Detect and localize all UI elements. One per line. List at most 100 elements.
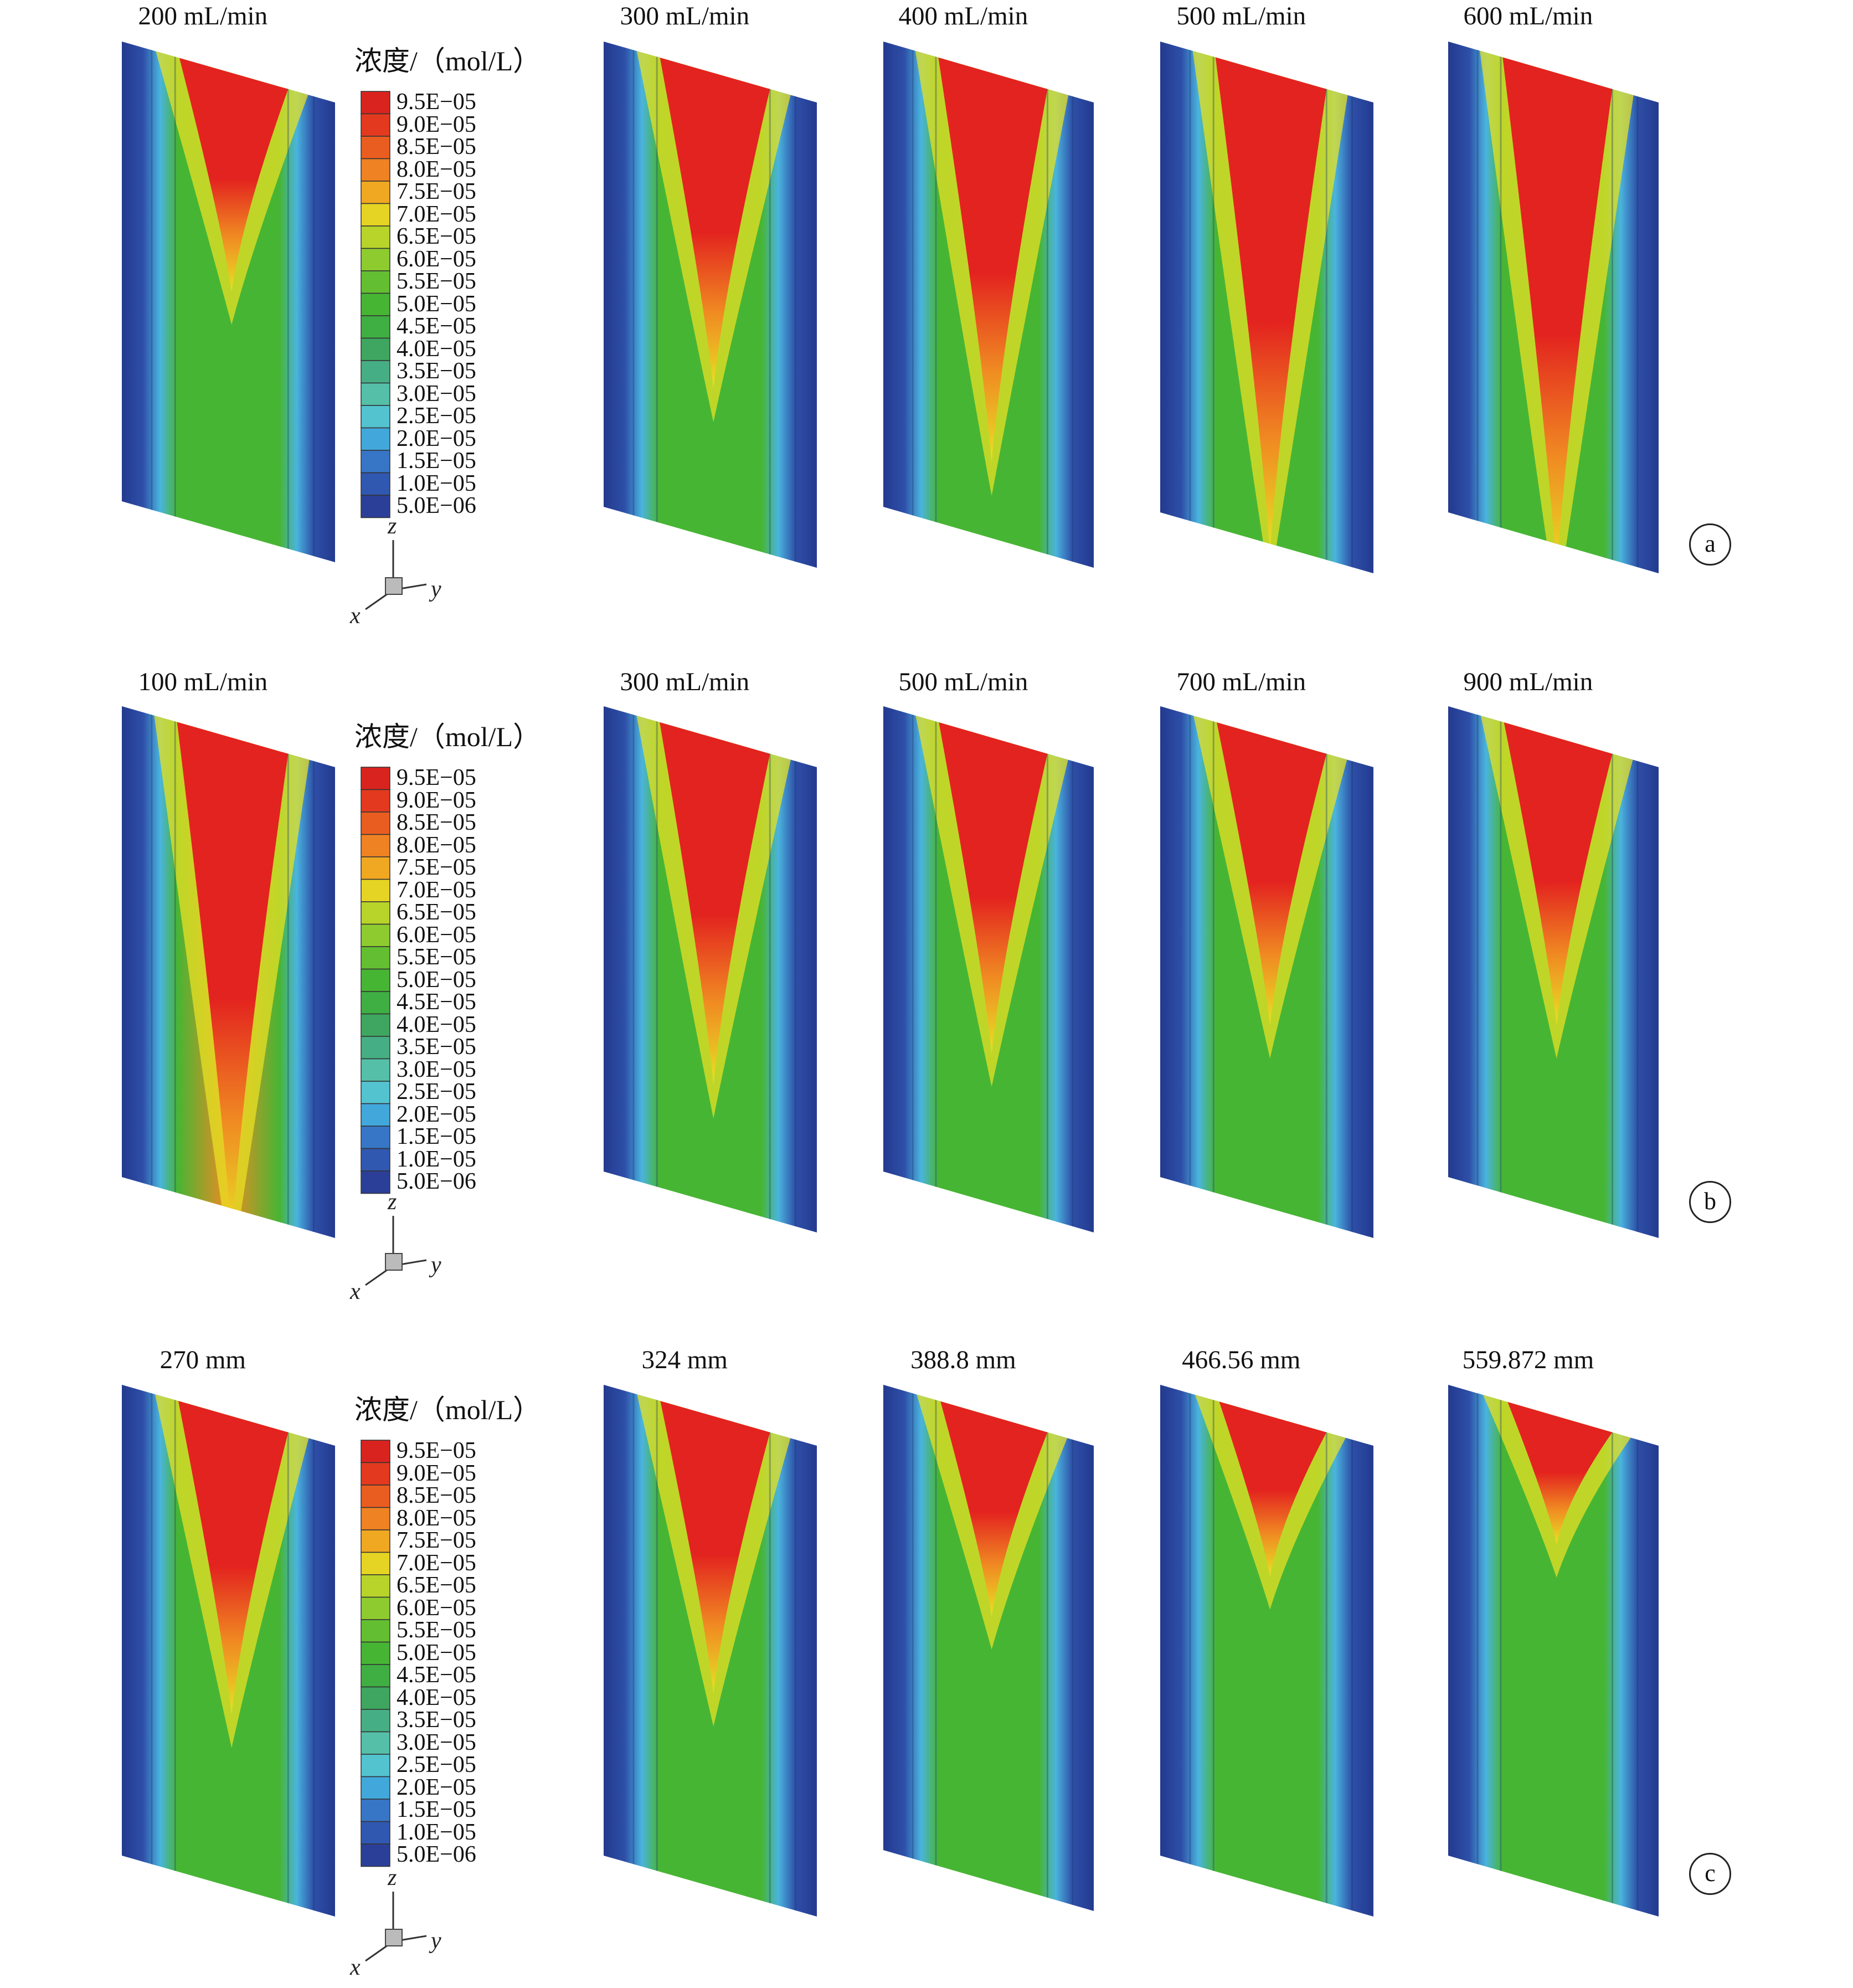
legend-tick-label: 7.0E−05 xyxy=(397,1550,476,1576)
panel-title: 500 mL/min xyxy=(1176,2,1306,30)
legend-colorbar xyxy=(361,767,390,1194)
legend-title: 浓度/（mol/L） xyxy=(354,721,541,752)
legend-swatch xyxy=(361,1103,390,1127)
legend-swatch xyxy=(361,901,390,925)
legend-tick-label: 7.5E−05 xyxy=(397,179,476,204)
legend-tick-label: 5.5E−05 xyxy=(397,269,476,294)
legend-tick-label: 5.0E−06 xyxy=(397,493,476,518)
legend-swatch xyxy=(361,292,390,316)
concentration-contour-plate xyxy=(1448,706,1659,1238)
legend-tick-label: 9.5E−05 xyxy=(397,765,476,790)
panel-row-letter: c xyxy=(1689,1853,1731,1895)
legend-tick-label: 5.0E−06 xyxy=(397,1842,476,1867)
legend-tick-label: 2.5E−05 xyxy=(397,1079,476,1105)
legend-tick-label: 6.0E−05 xyxy=(397,246,476,272)
legend-swatch xyxy=(361,472,390,496)
legend-tick-label: 8.5E−05 xyxy=(397,810,476,835)
legend-tick-label: 6.5E−05 xyxy=(397,900,476,925)
panel-title: 200 mL/min xyxy=(138,2,268,30)
legend-tick-label: 3.5E−05 xyxy=(397,358,476,384)
concentration-contour-plate xyxy=(1160,42,1373,573)
panel-title: 559.872 mm xyxy=(1462,1345,1594,1374)
legend-tick-label: 9.0E−05 xyxy=(397,787,476,813)
legend-tick-label: 4.0E−05 xyxy=(397,1684,476,1710)
legend-title: 浓度/（mol/L） xyxy=(354,45,541,76)
legend-swatch xyxy=(361,1036,390,1060)
legend-tick-label: 3.0E−05 xyxy=(397,381,476,407)
legend-tick-label: 5.0E−05 xyxy=(397,967,476,993)
legend-tick-label: 9.0E−05 xyxy=(397,1460,476,1486)
legend-swatch xyxy=(361,1843,390,1867)
legend-tick-label: 4.5E−05 xyxy=(397,314,476,339)
concentration-contour-plate xyxy=(883,1385,1094,1911)
axis-y-label: y xyxy=(429,577,441,602)
legend-swatch xyxy=(361,158,390,182)
concentration-contour-plate xyxy=(1160,1385,1373,1917)
legend-swatch xyxy=(361,203,390,227)
legend-tick-label: 4.5E−05 xyxy=(397,1662,476,1688)
legend-swatch xyxy=(361,991,390,1015)
concentration-contour-plate xyxy=(1448,42,1659,573)
legend-swatch xyxy=(361,113,390,137)
legend-swatch xyxy=(361,946,390,970)
axis-x-label: x xyxy=(349,1955,361,1975)
legend-tick-label: 9.0E−05 xyxy=(397,111,476,137)
legend-tick-label: 2.5E−05 xyxy=(397,1752,476,1778)
legend-swatch xyxy=(361,1484,390,1508)
legend-tick-label: 1.0E−05 xyxy=(397,1146,476,1172)
legend-tick-label: 4.5E−05 xyxy=(397,989,476,1015)
legend-swatch xyxy=(361,450,390,474)
axis-triad-icon: z y x xyxy=(349,1869,441,1975)
legend-swatch xyxy=(361,968,390,992)
legend-tick-label: 2.5E−05 xyxy=(397,403,476,429)
axis-triad-icon: z y x xyxy=(349,518,441,623)
concentration-contour-plate xyxy=(122,42,335,562)
legend-swatch xyxy=(361,1462,390,1486)
legend-tick-label: 3.5E−05 xyxy=(397,1707,476,1733)
legend-swatch xyxy=(361,1619,390,1643)
legend-tick-label: 5.0E−05 xyxy=(397,1640,476,1666)
legend-swatch xyxy=(361,337,390,361)
legend-swatch xyxy=(361,856,390,880)
legend-colorbar xyxy=(361,91,390,518)
panel-title: 900 mL/min xyxy=(1463,667,1593,696)
legend-swatch xyxy=(361,1799,390,1822)
panel-title: 300 mL/min xyxy=(620,2,750,30)
panel-title: 324 mm xyxy=(641,1345,728,1374)
panel-title: 388.8 mm xyxy=(910,1345,1016,1374)
legend-tick-label: 6.0E−05 xyxy=(397,1595,476,1621)
panel-title: 466.56 mm xyxy=(1182,1345,1301,1374)
concentration-contour-plate xyxy=(122,706,335,1238)
axis-y-label: y xyxy=(429,1928,441,1954)
legend-swatch xyxy=(361,879,390,902)
axis-z-label: z xyxy=(387,1194,397,1215)
panel-title: 600 mL/min xyxy=(1463,2,1593,30)
legend-tick-label: 5.0E−05 xyxy=(397,291,476,317)
legend-swatch xyxy=(361,789,390,813)
legend-swatch xyxy=(361,360,390,384)
panel-title: 300 mL/min xyxy=(620,667,750,696)
legend-swatch xyxy=(361,270,390,294)
legend-swatch xyxy=(361,1552,390,1575)
axis-z-label: z xyxy=(387,518,397,539)
legend-swatch xyxy=(361,248,390,271)
concentration-contour-plate xyxy=(883,42,1094,568)
legend-tick-label: 2.0E−05 xyxy=(397,1101,476,1127)
axis-z-label: z xyxy=(387,1869,397,1891)
concentration-contour-plate xyxy=(122,1385,335,1917)
legend-swatch xyxy=(361,767,390,790)
legend-tick-label: 6.5E−05 xyxy=(397,224,476,249)
legend-title: 浓度/（mol/L） xyxy=(354,1394,541,1425)
panel-row-letter: b xyxy=(1689,1181,1731,1223)
legend-swatch xyxy=(361,91,390,115)
panel-title: 100 mL/min xyxy=(138,667,268,696)
legend-swatch xyxy=(361,136,390,160)
legend-swatch xyxy=(361,427,390,451)
legend-tick-label: 9.5E−05 xyxy=(397,89,476,115)
concentration-contour-plate xyxy=(604,1385,817,1917)
legend-swatch xyxy=(361,1821,390,1845)
concentration-contour-plate xyxy=(1160,706,1373,1238)
axis-x-label: x xyxy=(349,603,361,623)
legend-swatch xyxy=(361,1507,390,1530)
legend-tick-label: 7.0E−05 xyxy=(397,877,476,903)
